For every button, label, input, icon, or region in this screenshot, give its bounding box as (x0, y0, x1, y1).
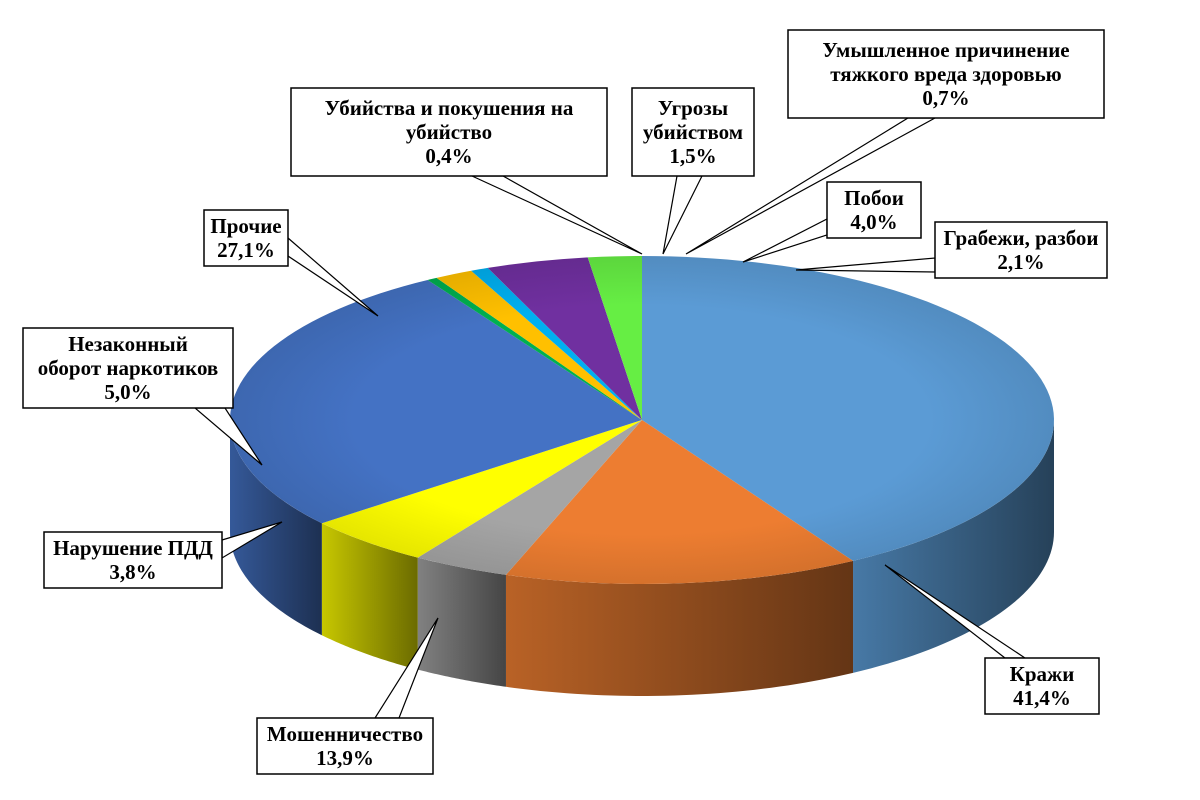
callout-box (290, 87, 608, 177)
slice-name-label: Кражи (1010, 662, 1075, 686)
pie-slice-4 (230, 279, 643, 524)
slice-name-label: Грабежи, разбои (943, 226, 1098, 250)
callout-box (256, 717, 434, 775)
pie-slice-6 (436, 270, 642, 420)
slice-name-label: убийством (643, 120, 743, 144)
slice-value-label: 4,0% (850, 210, 897, 234)
callout-leader (662, 175, 703, 255)
slice-value-label: 5,0% (104, 380, 151, 404)
slice-name-label: Нарушение ПДД (53, 536, 213, 560)
slice-value-label: 27,1% (217, 238, 275, 262)
callout-box (787, 29, 1105, 119)
slice-name-label: Угрозы (658, 96, 728, 120)
callout-leader (795, 257, 936, 273)
callout-leader (287, 236, 379, 317)
pie-side-slice-3 (321, 523, 418, 670)
pie-slice-8 (487, 257, 642, 420)
slice-name-label: Прочие (210, 214, 281, 238)
callout-box (43, 531, 223, 589)
slice-name-label: тяжкого вреда здоровью (830, 62, 1061, 86)
pie-side-slice-2 (417, 557, 506, 687)
callout-box (631, 87, 755, 177)
callout-box (203, 209, 289, 267)
slice-value-label: 3,8% (109, 560, 156, 584)
callout-box (826, 181, 922, 239)
pie-slice-7 (471, 267, 642, 420)
slice-name-label: Мошенничество (267, 722, 423, 746)
slice-value-label: 13,9% (316, 746, 374, 770)
slice-name-label: оборот наркотиков (38, 356, 219, 380)
slice-value-label: 0,4% (425, 144, 472, 168)
pie-sides (230, 420, 1054, 696)
slice-name-label: Незаконный (68, 332, 188, 356)
pie-slice-9 (587, 256, 642, 420)
pie-side-slice-1 (505, 560, 854, 696)
slice-value-label: 2,1% (997, 250, 1044, 274)
slice-name-label: убийство (406, 120, 492, 144)
slice-name-label: Побои (844, 186, 904, 210)
pie-slices (230, 256, 1054, 584)
pie-slice-3 (321, 420, 642, 558)
slice-value-label: 0,7% (922, 86, 969, 110)
pie-slice-5 (427, 277, 642, 420)
pie-slice-2 (417, 420, 642, 575)
slice-name-label: Умышленное причинение (822, 38, 1069, 62)
slice-value-label: 1,5% (669, 144, 716, 168)
pie-slice-1 (505, 420, 854, 584)
pie-side-slice-4 (230, 420, 322, 636)
callout-box (934, 221, 1108, 279)
callout-box (22, 327, 234, 409)
pie-slice-0 (642, 256, 1054, 561)
callout-leader (742, 218, 828, 263)
callout-box (984, 657, 1100, 715)
slice-value-label: 41,4% (1013, 686, 1071, 710)
pie-side-slice-0 (853, 420, 1054, 673)
slice-name-label: Убийства и покушения на (325, 96, 574, 120)
callout-leader (471, 175, 643, 255)
